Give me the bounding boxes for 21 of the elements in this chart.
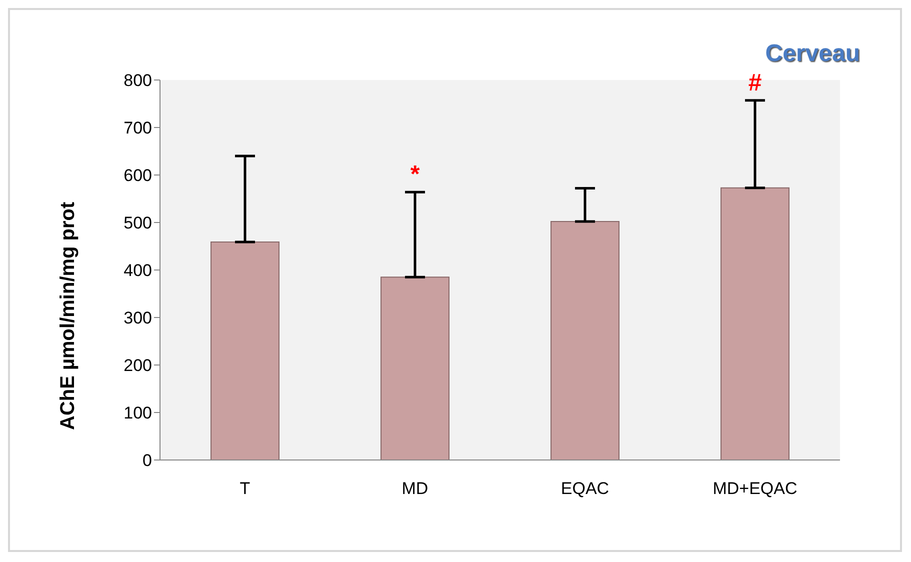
bar — [720, 187, 790, 460]
x-tick-label: EQAC — [560, 479, 610, 498]
y-tick-label: 700 — [124, 118, 152, 138]
y-tick-label: 400 — [124, 261, 152, 280]
x-tick-label: MD — [402, 479, 428, 498]
y-tick-label: 0 — [142, 451, 152, 470]
x-tick-label: T — [240, 479, 250, 498]
y-tick-label: 100 — [124, 404, 152, 423]
bar — [550, 221, 620, 460]
x-tick-label: MD+EQAC — [712, 479, 798, 498]
chart-title: Cerveau — [765, 40, 860, 68]
y-tick-label: 800 — [124, 71, 152, 90]
y-tick-label: 600 — [124, 166, 152, 186]
y-axis-title: AChE µmol/min/mg prot — [57, 201, 80, 430]
y-tick-label: 500 — [124, 214, 152, 233]
bar — [210, 241, 280, 460]
y-tick-label: 300 — [124, 308, 152, 328]
annotation: # — [748, 69, 762, 96]
annotation: * — [410, 161, 420, 188]
bar — [380, 276, 450, 460]
y-tick-label: 200 — [124, 356, 152, 376]
